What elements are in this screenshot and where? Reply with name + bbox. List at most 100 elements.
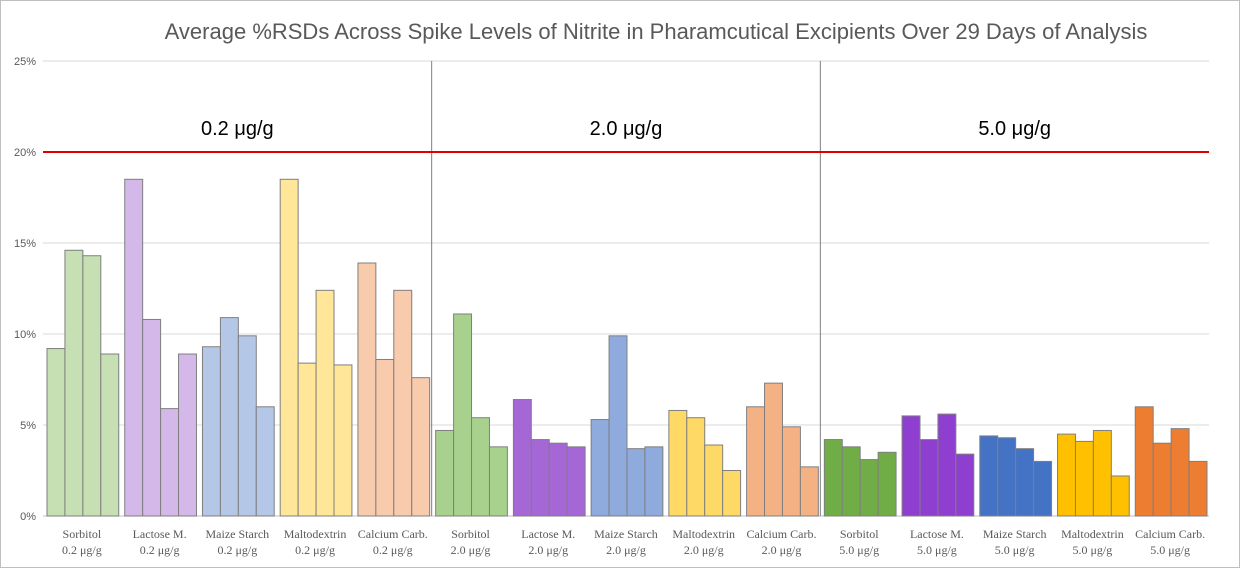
bar [1057, 433, 1076, 517]
bar [357, 262, 377, 517]
bar [1015, 448, 1035, 517]
bar [955, 453, 975, 517]
bar [644, 446, 664, 517]
x-tick-label: Sorbitol [63, 527, 102, 541]
bar [237, 335, 257, 517]
bar [764, 382, 783, 517]
bar [1074, 440, 1094, 517]
bar [297, 362, 317, 517]
bar [1033, 460, 1053, 517]
y-tick-label: 15% [14, 238, 36, 250]
bar [393, 289, 413, 517]
x-tick-sublabel: 0.2 μg/g [217, 543, 257, 557]
bar [219, 317, 239, 517]
bar [375, 358, 395, 517]
x-tick-sublabel: 5.0 μg/g [1150, 543, 1190, 557]
x-tick-label: Calcium Carb. [1135, 527, 1205, 541]
bar [100, 353, 120, 517]
x-tick-label: Sorbitol [840, 527, 879, 541]
bar [668, 409, 688, 517]
bar [333, 364, 353, 517]
x-tick-label: Maltodextrin [672, 527, 735, 541]
y-tick-label: 25% [14, 56, 36, 68]
section-label: 5.0 μg/g [978, 118, 1051, 140]
x-tick-sublabel: 0.2 μg/g [140, 543, 180, 557]
bar [279, 178, 299, 517]
x-tick-sublabel: 5.0 μg/g [839, 543, 879, 557]
x-tick-sublabel: 2.0 μg/g [684, 543, 724, 557]
bar [823, 439, 843, 517]
bar [877, 451, 897, 517]
y-tick-label: 5% [20, 420, 36, 432]
x-tick-label: Lactose M. [133, 527, 187, 541]
bar [488, 446, 508, 517]
x-tick-sublabel: 5.0 μg/g [917, 543, 957, 557]
bar [1110, 475, 1130, 517]
bar [315, 289, 335, 517]
bar [686, 417, 706, 517]
bar [859, 459, 879, 517]
section-label: 0.2 μg/g [201, 118, 274, 140]
bar [1092, 429, 1112, 517]
bar [590, 419, 610, 517]
bar [255, 406, 275, 517]
x-tick-label: Sorbitol [451, 527, 490, 541]
y-tick-label: 20% [14, 147, 36, 159]
bar [997, 437, 1017, 517]
bar [722, 470, 742, 517]
bar [919, 439, 939, 517]
bar [608, 335, 628, 517]
bar [1188, 460, 1208, 517]
x-tick-sublabel: 2.0 μg/g [451, 543, 491, 557]
x-tick-label: Lactose M. [521, 527, 575, 541]
chart-title: Average %RSDs Across Spike Levels of Nit… [165, 19, 1148, 44]
x-tick-sublabel: 0.2 μg/g [295, 543, 335, 557]
bar [1134, 406, 1154, 517]
x-tick-sublabel: 2.0 μg/g [606, 543, 646, 557]
bar [435, 429, 455, 517]
y-axis-ticks: 0% 5% 10% 15% 20% 25% [14, 56, 36, 523]
bar [124, 178, 144, 517]
bar [799, 466, 819, 517]
section-labels: 0.2 μg/g 2.0 μg/g 5.0 μg/g [201, 118, 1051, 140]
y-tick-label: 0% [20, 511, 36, 523]
x-tick-label: Maltodextrin [284, 527, 347, 541]
x-tick-sublabel: 0.2 μg/g [62, 543, 102, 557]
bar [901, 415, 921, 517]
bar [530, 439, 550, 517]
bar [841, 446, 861, 517]
x-tick-label: Maltodextrin [1061, 527, 1124, 541]
bar [178, 353, 197, 517]
y-tick-label: 10% [14, 329, 36, 341]
x-tick-label: Calcium Carb. [746, 527, 816, 541]
x-tick-sublabel: 2.0 μg/g [528, 543, 568, 557]
x-tick-sublabel: 5.0 μg/g [1073, 543, 1113, 557]
bar [937, 413, 957, 517]
bar [82, 255, 102, 517]
bar [64, 249, 84, 517]
bars [46, 178, 1208, 517]
bar [46, 348, 66, 517]
section-label: 2.0 μg/g [590, 118, 663, 140]
bar [471, 417, 490, 517]
bar [1152, 442, 1172, 517]
bar [566, 446, 586, 517]
bar [512, 399, 532, 517]
x-tick-sublabel: 5.0 μg/g [995, 543, 1035, 557]
x-tick-label: Maize Starch [983, 527, 1047, 541]
bar [201, 346, 221, 517]
bar [548, 442, 568, 517]
bar [160, 408, 180, 517]
x-tick-label: Calcium Carb. [358, 527, 428, 541]
bar [746, 406, 766, 517]
section-dividers [431, 61, 821, 516]
bar [704, 444, 724, 517]
bar [142, 318, 162, 517]
bar [411, 377, 431, 517]
bar [626, 448, 646, 517]
x-axis-labels: Sorbitol 0.2 μg/g Lactose M. 0.2 μg/g Maize … [62, 527, 1205, 557]
bar [979, 435, 999, 517]
x-tick-sublabel: 2.0 μg/g [762, 543, 802, 557]
